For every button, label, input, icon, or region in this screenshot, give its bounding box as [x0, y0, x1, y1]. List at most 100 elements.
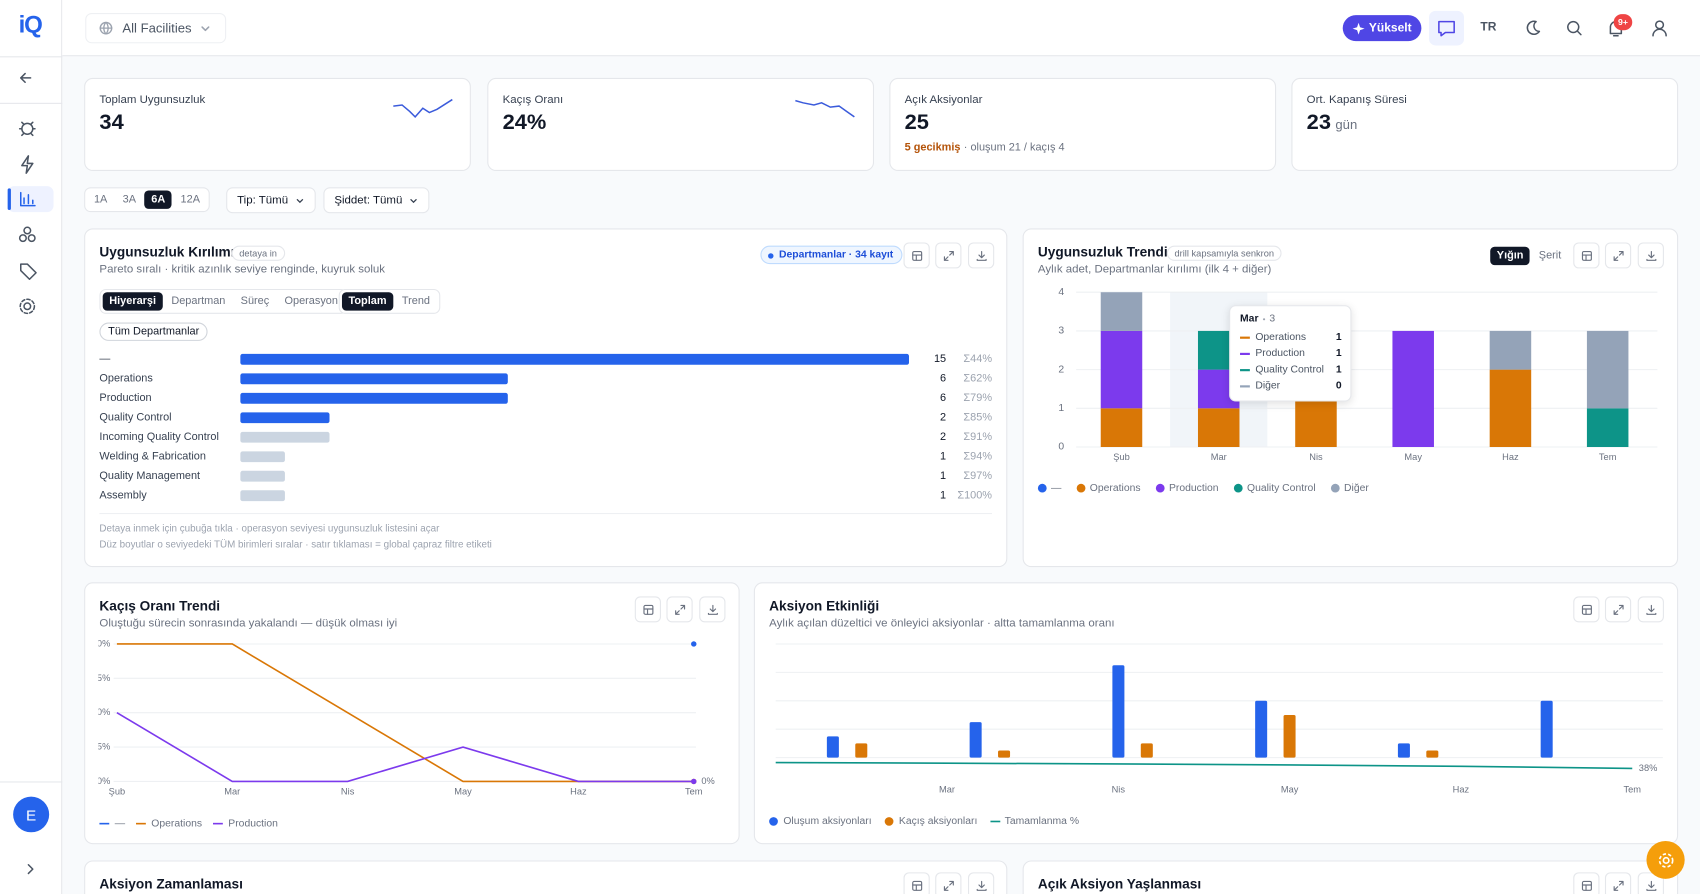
expand-sidebar[interactable] — [27, 864, 34, 875]
icon-button[interactable] — [1573, 242, 1600, 269]
icon-button[interactable] — [1604, 242, 1632, 269]
shape — [674, 604, 685, 615]
nav-tag[interactable] — [19, 263, 37, 280]
icon-button[interactable] — [903, 242, 930, 269]
trend-modes: Yığın Şerit — [1488, 244, 1570, 268]
icon-button[interactable] — [699, 596, 726, 623]
icon-button[interactable] — [967, 242, 995, 269]
breadcrumb[interactable]: Tüm Departmanlar — [99, 322, 208, 341]
tooltip-series: Quality Control — [1255, 363, 1324, 376]
kpi-value-row: 34 — [99, 110, 123, 135]
segment-option[interactable]: Toplam — [341, 292, 394, 311]
nav-settings[interactable] — [19, 298, 36, 315]
upgrade-button[interactable]: Yükselt — [1342, 15, 1422, 42]
icon-button[interactable] — [634, 596, 661, 623]
segment-option[interactable]: Hiyerarşi — [102, 292, 163, 311]
shape — [1658, 852, 1673, 868]
tooltip-header: Mar 3 — [1240, 313, 1275, 325]
segment-option[interactable]: 6A — [144, 190, 172, 209]
tooltip-separator — [1262, 317, 1266, 320]
shape — [99, 21, 113, 35]
table-icon — [911, 250, 922, 261]
sidebar-divider — [0, 781, 63, 783]
segment-option[interactable]: 12A — [180, 193, 201, 206]
shape — [21, 122, 34, 135]
avatar[interactable]: E — [13, 796, 50, 833]
separator — [99, 513, 993, 515]
kpi-value-row: 24% — [503, 110, 547, 135]
brand-logo[interactable]: iQ — [18, 10, 43, 38]
icon-button[interactable] — [967, 872, 995, 894]
segment-option[interactable]: Süreç — [240, 295, 270, 308]
panel-title: Açık Aksiyon Yaşlanması — [1037, 876, 1202, 892]
nav-active-bg — [7, 186, 54, 213]
select-label: Tip: Tümü — [237, 193, 289, 207]
shape — [27, 234, 36, 243]
shape — [1581, 604, 1592, 615]
kpi-unit: gün — [1335, 116, 1358, 133]
shape — [642, 607, 653, 615]
topbar — [62, 0, 1700, 57]
badge: detaya in — [231, 245, 285, 261]
nav-bug[interactable] — [18, 121, 36, 137]
icon-button[interactable] — [1637, 596, 1664, 623]
icon-button[interactable] — [666, 596, 693, 623]
chat-icon — [1438, 20, 1455, 37]
select[interactable]: Tip: Tümü — [226, 187, 316, 214]
download-icon — [1645, 604, 1656, 615]
kpi-value-row: 23 gün — [1307, 110, 1358, 135]
shape — [943, 880, 954, 891]
icon-button[interactable] — [935, 242, 962, 269]
shape — [943, 250, 954, 261]
filter-pill: Departmanlar · 34 kayıt — [760, 245, 902, 265]
shape — [911, 883, 922, 891]
tooltip: Mar 3 Operations 1 Production 1 Quality Contro… — [1229, 305, 1352, 402]
sparkle-icon — [1352, 22, 1365, 35]
facility-select[interactable]: All Facilities — [85, 12, 227, 44]
expand-icon — [1613, 880, 1624, 891]
segment-option[interactable]: 1A — [93, 193, 108, 206]
panel — [84, 228, 1008, 568]
badge: drill kapsamıyla senkron — [1166, 245, 1282, 261]
shape — [1567, 20, 1580, 34]
chat-button[interactable] — [1429, 10, 1465, 46]
kpi-label: Toplam Uygunsuzluk — [99, 93, 206, 107]
chevron — [201, 26, 210, 32]
icon-button[interactable] — [1604, 596, 1632, 623]
select[interactable]: Şiddet: Tümü — [323, 187, 430, 214]
nav-chart[interactable] — [19, 191, 36, 207]
icon-button[interactable] — [1573, 872, 1600, 894]
kpi-value: 25 — [904, 110, 929, 135]
icon-button[interactable] — [1604, 872, 1632, 894]
segment-option[interactable]: Trend — [401, 295, 431, 308]
user-icon[interactable] — [1652, 20, 1667, 37]
table-icon — [1581, 880, 1592, 891]
shape — [1352, 22, 1365, 35]
panel-subtitle: Aylık açılan düzeltici ve önleyici aksiy… — [769, 616, 1115, 630]
topbar-icons — [1438, 20, 1667, 37]
icon-button[interactable] — [1573, 596, 1600, 623]
icon-button[interactable] — [903, 872, 930, 894]
back-icon[interactable] — [19, 72, 32, 84]
settings-fab[interactable] — [1646, 840, 1685, 879]
nav-nodes[interactable] — [18, 226, 36, 243]
nav-bolt[interactable] — [21, 155, 34, 174]
download-icon — [707, 604, 718, 615]
chevron — [296, 198, 303, 203]
segment-option[interactable]: 3A — [122, 193, 136, 206]
download-icon — [976, 250, 987, 261]
table-icon — [642, 604, 653, 615]
search-icon[interactable] — [1567, 20, 1582, 36]
icon-button[interactable] — [935, 872, 962, 894]
moon-icon[interactable] — [1526, 20, 1541, 36]
tooltip-total: 3 — [1269, 312, 1276, 325]
segment-option[interactable]: Operasyon — [284, 295, 338, 308]
segment-option[interactable]: Departman — [171, 295, 226, 308]
segment-option[interactable]: Yığın — [1490, 246, 1531, 266]
shape — [19, 298, 36, 315]
segment-option[interactable]: Şerit — [1538, 250, 1562, 262]
language[interactable]: TR — [1480, 20, 1497, 34]
icon-button[interactable] — [1637, 242, 1664, 269]
kpi-note-alert: 5 gecikmiş — [904, 141, 961, 154]
